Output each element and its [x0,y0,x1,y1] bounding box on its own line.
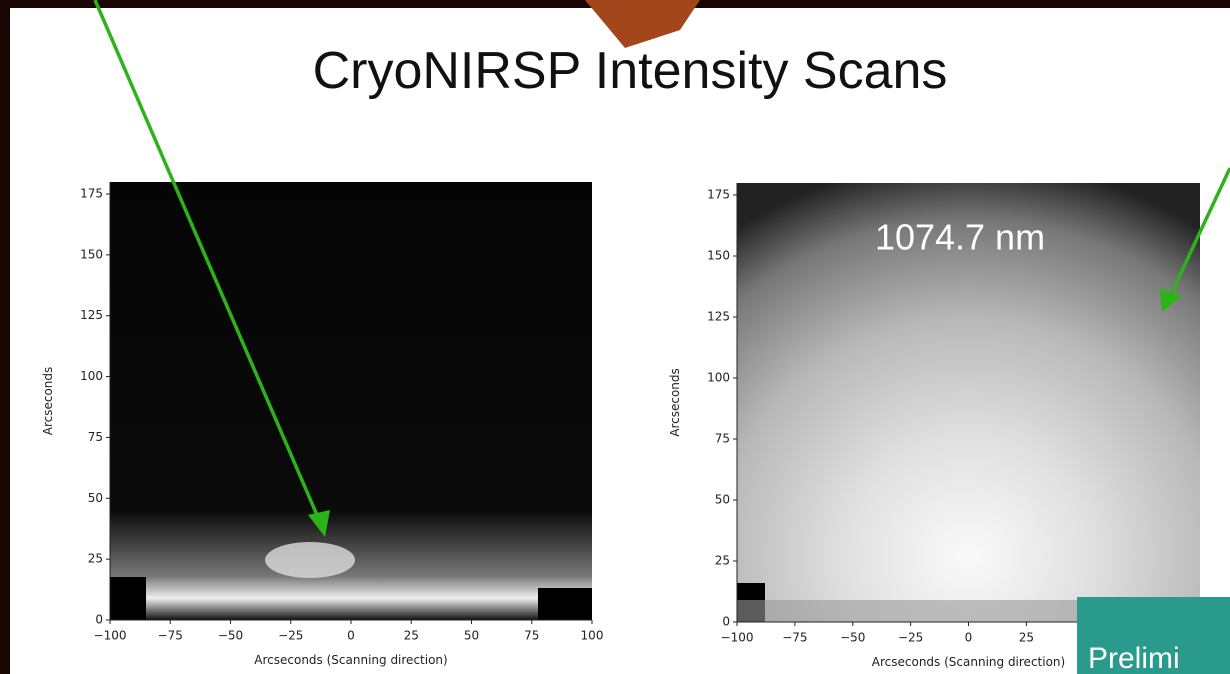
y-tick-label: 150 [707,249,730,263]
y-tick-label: 25 [715,554,730,568]
arrow [1170,167,1230,293]
image-detail [110,577,146,620]
x-tick-label: −50 [218,629,243,643]
arrowhead [308,510,330,537]
panel: 0 25 50 75 100 125 150 175 −100 −75 −50 −25 0 25 50 75 1… [41,182,603,667]
y-tick-label: 175 [80,187,103,201]
image [737,183,1200,622]
y-tick-label: 0 [95,613,103,627]
decoration [585,0,700,48]
panel: 0 25 50 75 100 125 150 175 −100 −75 −50 −25 0 25 Arcse… [668,183,1200,669]
x-tick-label: 25 [1019,631,1034,645]
x-axis-label: Arcseconds (Scanning direction) [872,655,1065,669]
image [110,182,592,620]
y-tick-label: 100 [707,371,730,385]
y-tick-label: 25 [88,552,103,566]
arrowhead [1160,288,1182,312]
x-tick-label: −100 [721,631,754,645]
badge-background [1077,597,1230,674]
y-axis-label: Arcseconds [41,367,55,436]
x-tick-label: −75 [158,629,183,643]
x-tick-label: 25 [404,629,419,643]
slide-title: CryoNIRSP Intensity Scans [313,42,948,100]
arrow [93,0,322,523]
x-tick-label: 0 [347,629,355,643]
x-tick-label: 75 [524,629,539,643]
x-tick-label: −75 [782,631,807,645]
x-tick-label: −25 [278,629,303,643]
x-tick-label: 100 [581,629,604,643]
image-detail [265,542,355,578]
x-axis-label: Arcseconds (Scanning direction) [254,653,447,667]
x-tick-label: −25 [898,631,923,645]
x-tick-label: 0 [965,631,973,645]
badge-text: Prelimi [1088,642,1180,674]
y-tick-label: 50 [715,493,730,507]
y-tick-label: 100 [80,369,103,383]
x-tick-label: −50 [840,631,865,645]
y-axis-label: Arcseconds [668,368,682,437]
y-tick-label: 75 [88,430,103,444]
y-tick-label: 125 [80,308,103,322]
y-tick-label: 75 [715,432,730,446]
image-detail [538,588,592,620]
y-tick-label: 50 [88,491,103,505]
x-tick-label: 50 [464,629,479,643]
y-tick-label: 150 [80,247,103,261]
y-tick-label: 125 [707,310,730,324]
y-tick-label: 0 [722,615,730,629]
y-tick-label: 175 [707,188,730,202]
x-tick-label: −100 [94,629,127,643]
wavelength-label: 1074.7 nm [875,217,1045,258]
